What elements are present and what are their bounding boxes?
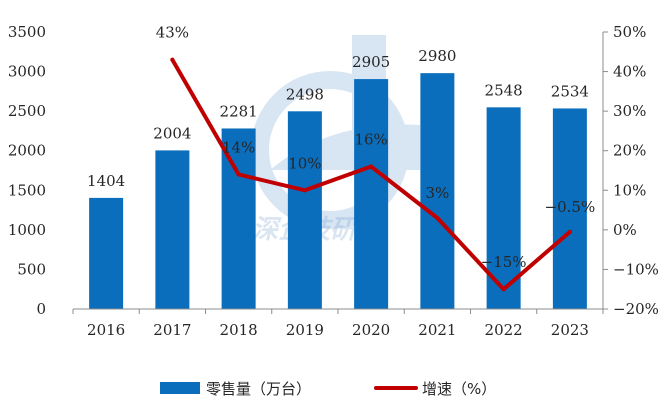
y-right-tick-label: −10% — [613, 260, 659, 278]
growth-point-2022 — [501, 287, 506, 292]
y-right-tick-label: 40% — [613, 63, 646, 81]
legend: 零售量（万台） 增速（%） — [160, 380, 496, 398]
bar-2023 — [552, 108, 587, 310]
y-left-tick-label: 2500 — [8, 102, 46, 120]
bar-value-label: 2980 — [418, 47, 456, 65]
bar-value-label: 2534 — [551, 82, 589, 100]
x-tick-label: 2020 — [352, 321, 390, 339]
x-tick-label: 2016 — [87, 321, 125, 339]
growth-point-2017 — [170, 57, 175, 62]
legend-bar-swatch — [160, 382, 200, 394]
bar-2019 — [287, 111, 322, 309]
y-right-tick-label: 50% — [613, 23, 646, 41]
y-left-tick-label: 500 — [17, 260, 46, 278]
growth-point-2023 — [567, 229, 572, 234]
y-right-tick-label: 10% — [613, 181, 646, 199]
x-tick-label: 2017 — [153, 321, 191, 339]
bar-value-label: 2548 — [485, 81, 523, 99]
bar-value-label: 2004 — [153, 124, 191, 142]
bar-2017 — [155, 150, 190, 309]
x-tick-label: 2021 — [418, 321, 456, 339]
growth-value-label: 14% — [222, 138, 255, 156]
growth-value-label: −15% — [481, 253, 527, 271]
legend-bar-label: 零售量（万台） — [206, 380, 311, 398]
bars-layer — [89, 73, 587, 310]
y-right-tick-label: 30% — [613, 102, 646, 120]
bar-value-label: 2498 — [286, 85, 324, 103]
line-layer — [170, 57, 572, 292]
x-tick-label: 2022 — [485, 321, 523, 339]
growth-point-2018 — [236, 172, 241, 177]
x-tick-label: 2019 — [286, 321, 324, 339]
bar-2016 — [89, 197, 124, 309]
y-left-tick-label: 3500 — [8, 23, 46, 41]
growth-point-2020 — [369, 164, 374, 169]
bar-2021 — [420, 73, 455, 309]
y-right-tick-label: −20% — [613, 300, 659, 318]
bar-value-label: 2281 — [220, 102, 258, 120]
bar-value-label: 1404 — [87, 172, 125, 190]
growth-point-2019 — [302, 188, 307, 193]
y-left-tick-label: 1000 — [8, 221, 46, 239]
labels-layer: 1404 2004 2281 2498 2905 2980 2548 2534 43% 14% 10… — [87, 24, 595, 272]
growth-value-label: 3% — [425, 184, 449, 202]
y-right-tick-label: 0% — [613, 221, 637, 239]
growth-value-label: −0.5% — [545, 198, 596, 216]
growth-point-2021 — [435, 215, 440, 220]
y-right-tick-label: 20% — [613, 142, 646, 160]
bar-value-label: 2905 — [352, 53, 390, 71]
x-tick-label: 2023 — [551, 321, 589, 339]
watermark-logo — [251, 35, 420, 229]
axes-layer: 2016 2017 2018 2019 2020 2021 2022 2023 0 500 1000… — [8, 23, 659, 339]
y-left-tick-label: 1500 — [8, 181, 46, 199]
y-left-tick-label: 3000 — [8, 63, 46, 81]
growth-value-label: 16% — [354, 131, 387, 149]
growth-value-label: 10% — [288, 154, 321, 172]
bar-2020 — [354, 79, 389, 309]
y-left-tick-label: 0 — [36, 300, 46, 318]
legend-line-label: 增速（%） — [422, 380, 496, 398]
x-tick-label: 2018 — [220, 321, 258, 339]
y-left-tick-label: 2000 — [8, 142, 46, 160]
growth-value-label: 43% — [156, 24, 189, 42]
